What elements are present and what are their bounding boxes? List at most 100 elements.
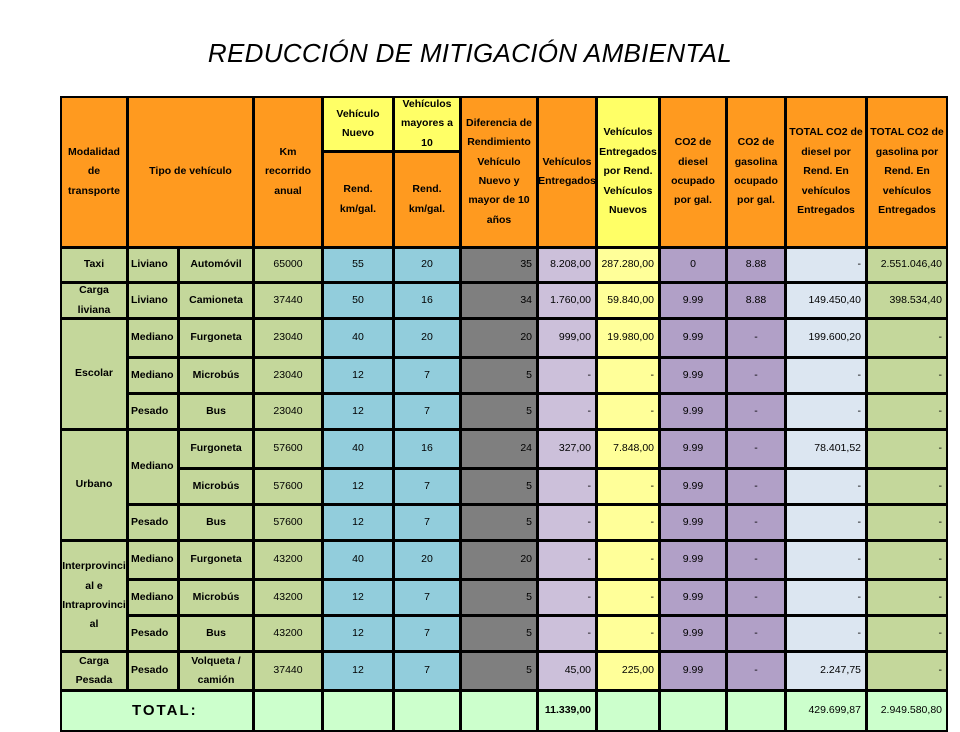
vehicle-cell: Microbús: [180, 470, 252, 503]
header-co2-gasolina: CO2 de gasolina ocupado por gal.: [728, 98, 784, 246]
entregados-rend-cell: -: [598, 542, 658, 578]
km-cell: 57600: [255, 470, 321, 503]
header-km-recorrido: Km recorrido anual: [255, 98, 321, 246]
group-escolar: Escolar: [62, 320, 126, 428]
rend-nuevo-cell: 55: [324, 249, 392, 281]
group-carga-pesada: Carga Pesada: [62, 653, 126, 689]
rend-mayor-cell: 20: [395, 320, 459, 356]
category-cell: Pesado: [129, 395, 177, 428]
co2-gasolina-cell: -: [728, 395, 784, 428]
total-empty: [462, 692, 536, 730]
header-total-gasolina: TOTAL CO2 de gasolina por Rend. En vehíc…: [868, 98, 946, 246]
co2-diesel-cell: 9.99: [661, 542, 725, 578]
total-diesel-cell: 2.247,75: [787, 653, 865, 689]
category-cell: Mediano: [129, 320, 177, 356]
co2-diesel-cell: 9.99: [661, 617, 725, 650]
km-cell: 57600: [255, 506, 321, 539]
total-gasolina-cell: -: [868, 470, 946, 503]
total-gasolina-cell: 2.551.046,40: [868, 249, 946, 281]
rend-mayor-cell: 7: [395, 581, 459, 614]
co2-diesel-cell: 0: [661, 249, 725, 281]
co2-diesel-cell: 9.99: [661, 284, 725, 317]
mitigation-table: Modalidad de transporte Tipo de vehículo…: [60, 96, 948, 732]
diferencia-cell: 34: [462, 284, 536, 317]
co2-gasolina-cell: 8.88: [728, 249, 784, 281]
co2-diesel-cell: 9.99: [661, 395, 725, 428]
category-cell: Liviano: [129, 249, 177, 281]
entregados-cell: -: [539, 617, 595, 650]
km-cell: 65000: [255, 249, 321, 281]
entregados-cell: 45,00: [539, 653, 595, 689]
rend-mayor-cell: 7: [395, 617, 459, 650]
total-label: TOTAL:: [62, 692, 252, 730]
entregados-rend-cell: 287.280,00: [598, 249, 658, 281]
total-diesel-cell: 78.401,52: [787, 431, 865, 467]
co2-gasolina-cell: -: [728, 653, 784, 689]
total-empty: [255, 692, 321, 730]
rend-nuevo-cell: 40: [324, 320, 392, 356]
group-carga-liviana: Carga liviana: [62, 284, 126, 317]
vehicle-cell: Bus: [180, 617, 252, 650]
header-tipo-vehiculo: Tipo de vehículo: [129, 98, 252, 246]
co2-diesel-cell: 9.99: [661, 320, 725, 356]
header-co2-diesel: CO2 de diesel ocupado por gal.: [661, 98, 725, 246]
total-diesel-cell: -: [787, 395, 865, 428]
entregados-cell: -: [539, 542, 595, 578]
category-cell: Mediano: [129, 359, 177, 392]
vehicle-cell: Microbús: [180, 359, 252, 392]
co2-gasolina-cell: -: [728, 506, 784, 539]
entregados-rend-cell: 19.980,00: [598, 320, 658, 356]
header-vehiculo-nuevo: Vehículo Nuevo: [324, 98, 392, 150]
total-gasolina-cell: -: [868, 359, 946, 392]
total-diesel-cell: -: [787, 506, 865, 539]
total-co2-gasolina: 2.949.580,80: [868, 692, 946, 730]
total-gasolina-cell: -: [868, 506, 946, 539]
vehicle-cell: Furgoneta: [180, 431, 252, 467]
entregados-cell: 8.208,00: [539, 249, 595, 281]
category-cell: Mediano: [129, 431, 177, 503]
vehicle-cell: Furgoneta: [180, 542, 252, 578]
co2-diesel-cell: 9.99: [661, 653, 725, 689]
total-empty: [324, 692, 392, 730]
km-cell: 43200: [255, 542, 321, 578]
km-cell: 23040: [255, 320, 321, 356]
km-cell: 23040: [255, 359, 321, 392]
entregados-cell: -: [539, 506, 595, 539]
total-diesel-cell: -: [787, 359, 865, 392]
total-empty: [661, 692, 725, 730]
total-diesel-cell: -: [787, 542, 865, 578]
co2-diesel-cell: 9.99: [661, 359, 725, 392]
rend-nuevo-cell: 12: [324, 395, 392, 428]
km-cell: 23040: [255, 395, 321, 428]
total-empty: [395, 692, 459, 730]
rend-mayor-cell: 7: [395, 470, 459, 503]
rend-nuevo-cell: 12: [324, 470, 392, 503]
rend-nuevo-cell: 40: [324, 431, 392, 467]
co2-gasolina-cell: 8.88: [728, 284, 784, 317]
rend-nuevo-cell: 40: [324, 542, 392, 578]
rend-nuevo-cell: 12: [324, 653, 392, 689]
co2-diesel-cell: 9.99: [661, 431, 725, 467]
diferencia-cell: 5: [462, 581, 536, 614]
rend-mayor-cell: 7: [395, 506, 459, 539]
entregados-rend-cell: -: [598, 617, 658, 650]
diferencia-cell: 5: [462, 617, 536, 650]
entregados-rend-cell: -: [598, 470, 658, 503]
vehicle-cell: Camioneta: [180, 284, 252, 317]
co2-gasolina-cell: -: [728, 359, 784, 392]
total-diesel-cell: -: [787, 581, 865, 614]
co2-diesel-cell: 9.99: [661, 470, 725, 503]
diferencia-cell: 20: [462, 542, 536, 578]
header-diferencia: Diferencia de Rendimiento Vehículo Nuevo…: [462, 98, 536, 246]
co2-gasolina-cell: -: [728, 542, 784, 578]
co2-gasolina-cell: -: [728, 431, 784, 467]
vehicle-cell: Volqueta / camión: [180, 653, 252, 689]
entregados-cell: -: [539, 581, 595, 614]
diferencia-cell: 5: [462, 653, 536, 689]
header-rend-mayor: Rend. km/gal.: [395, 153, 459, 246]
rend-mayor-cell: 7: [395, 653, 459, 689]
group-taxi: Taxi: [62, 249, 126, 281]
km-cell: 37440: [255, 284, 321, 317]
header-modalidad: Modalidad de transporte: [62, 98, 126, 246]
co2-diesel-cell: 9.99: [661, 581, 725, 614]
